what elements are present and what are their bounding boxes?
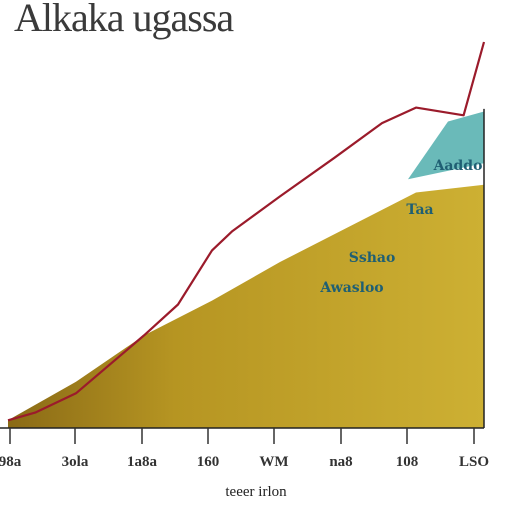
annotation-3: Awasloo [319,280,383,296]
chart-marks [7,41,486,428]
area-series-2 [408,111,484,180]
annotation-0: Aaddo [433,158,483,174]
x-tick-label-7: LSO [459,454,489,470]
chart-axes: 98a 3ola 1a8a 160 WM na8 108 LSO [0,108,489,470]
line-series-1 [7,41,486,422]
x-tick-label-5: na8 [329,454,352,470]
x-tick-label-2: 1a8a [127,454,158,470]
area-series-0 [8,184,484,428]
chart-title: Alkaka ugassa [14,0,234,40]
x-tick-label-1: 3ola [62,454,89,470]
x-tick-label-4: WM [259,454,288,470]
chart-annotations: Aaddo Taa Sshao Awasloo [319,158,482,296]
x-tick-label-6: 108 [396,454,419,470]
annotation-1: Taa [406,202,433,218]
x-tick-label-0: 98a [0,454,22,470]
x-tick-label-3: 160 [197,454,220,470]
annotation-2: Sshao [349,250,396,266]
x-axis-label: teeer irlon [225,484,287,500]
